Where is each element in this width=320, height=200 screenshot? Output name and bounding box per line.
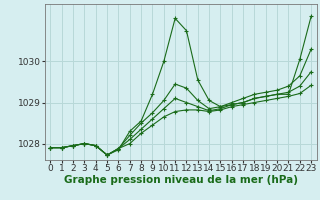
X-axis label: Graphe pression niveau de la mer (hPa): Graphe pression niveau de la mer (hPa) bbox=[64, 175, 298, 185]
